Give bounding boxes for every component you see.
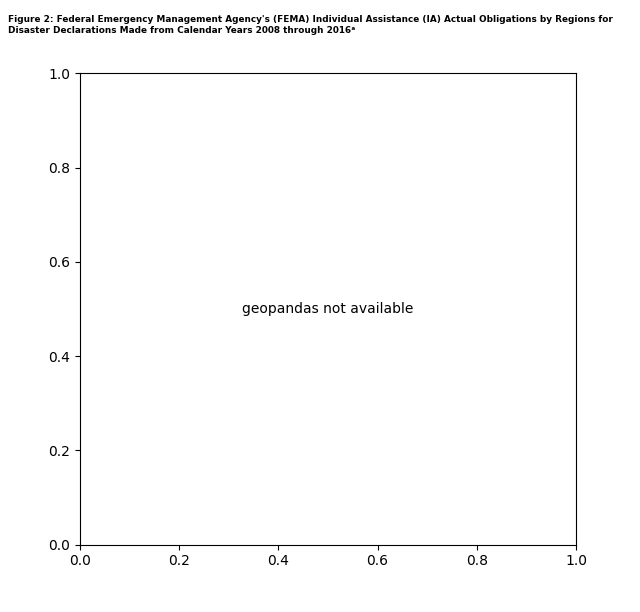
Text: Disaster Declarations Made from Calendar Years 2008 through 2016ᵃ: Disaster Declarations Made from Calendar… [8,26,355,35]
Text: Figure 2: Federal Emergency Management Agency's (FEMA) Individual Assistance (IA: Figure 2: Federal Emergency Management A… [8,15,612,24]
Text: geopandas not available: geopandas not available [243,302,413,316]
